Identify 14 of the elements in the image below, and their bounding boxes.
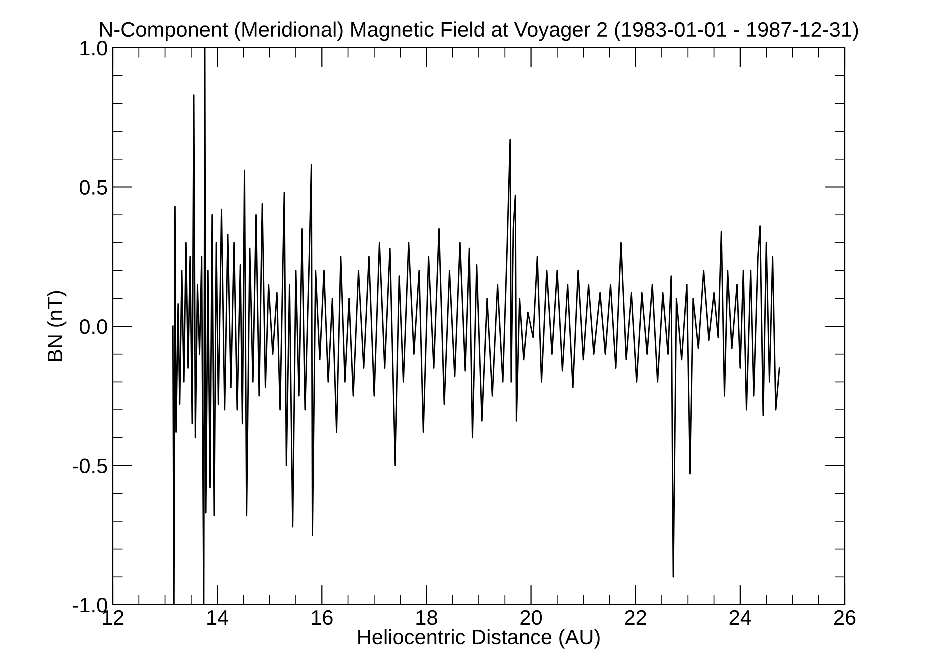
y-tick-label: 0.5 bbox=[80, 180, 108, 196]
y-tick-label: 0.0 bbox=[80, 320, 108, 334]
x-tick-label: 22 bbox=[625, 610, 646, 625]
x-tick-label: 24 bbox=[730, 610, 752, 625]
x-tick-label: 18 bbox=[416, 610, 438, 626]
y-tick-label: -0.5 bbox=[73, 458, 108, 474]
y-tick-label: 1.0 bbox=[80, 41, 108, 56]
chart-title: N-Component (Meridional) Magnetic Field at Voyager 2 (1983-01-01 - 1987-12-31) bbox=[100, 22, 858, 42]
x-tick-label: 14 bbox=[208, 610, 229, 625]
y-axis-title: BN (nT) bbox=[47, 291, 67, 362]
x-tick-label: 20 bbox=[520, 610, 542, 626]
x-axis-title: Heliocentric Distance (AU) bbox=[358, 629, 600, 649]
x-tick-label: 16 bbox=[312, 610, 333, 626]
x-tick-label: 26 bbox=[834, 610, 856, 626]
